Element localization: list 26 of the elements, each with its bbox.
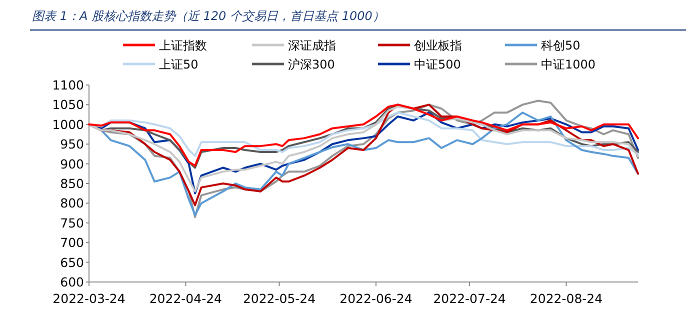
legend-label: 深证成指: [288, 38, 336, 52]
y-tick-label: 1100: [52, 78, 84, 92]
y-tick-label: 750: [60, 215, 84, 230]
legend-label: 中证500: [414, 58, 461, 72]
legend-label: 上证指数: [159, 38, 207, 52]
y-tick-label: 600: [60, 274, 84, 290]
y-tick-label: 1050: [52, 97, 84, 112]
y-tick-label: 700: [60, 235, 84, 250]
x-tick-label: 2022-07-24: [433, 291, 506, 306]
legend-label: 创业板指: [414, 38, 462, 52]
chart-title: 图表 1：A 股核心指数走势（近 120 个交易日，首日基点 1000）: [32, 9, 384, 23]
legend-label: 中证1000: [541, 58, 596, 72]
y-tick-label: 950: [60, 136, 84, 152]
legend-label: 上证50: [159, 58, 198, 72]
legend-label: 科创50: [541, 38, 580, 52]
x-tick-label: 2022-08-24: [530, 291, 603, 306]
x-tick-label: 2022-05-24: [242, 291, 316, 306]
y-tick-label: 650: [60, 254, 84, 270]
y-tick-label: 800: [60, 196, 84, 211]
y-tick-label: 850: [60, 176, 84, 191]
x-tick-label: 2022-04-24: [149, 291, 222, 306]
legend-label: 沪深300: [288, 58, 335, 72]
y-tick-label: 900: [60, 156, 84, 172]
x-tick-label: 2022-03-24: [52, 291, 126, 306]
x-tick-label: 2022-06-24: [340, 291, 412, 306]
y-tick-label: 1000: [52, 116, 84, 132]
